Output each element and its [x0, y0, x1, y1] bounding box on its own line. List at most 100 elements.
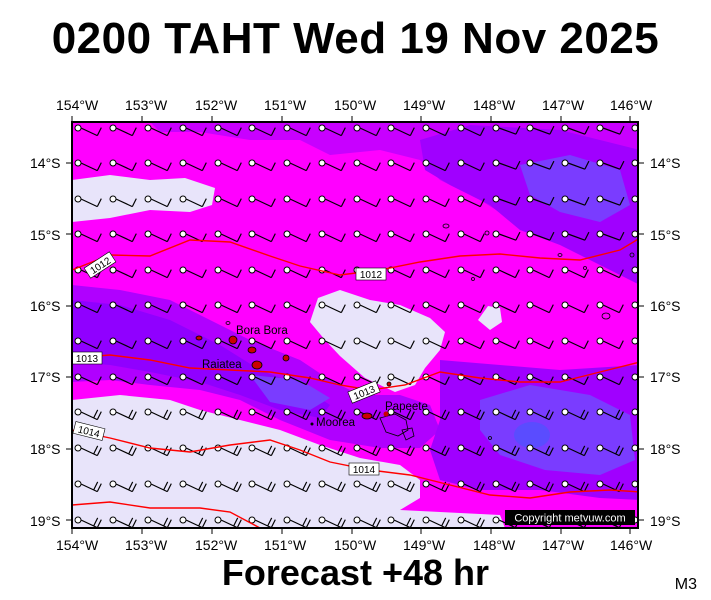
wind-barb — [214, 195, 242, 208]
wind-barb — [492, 480, 520, 493]
wind-barb — [422, 301, 450, 314]
wind-barb — [248, 230, 276, 243]
wind-barb — [353, 124, 381, 137]
wind-barb — [422, 159, 450, 172]
wind-barb — [492, 301, 520, 314]
lon-label-bottom-8: 146°W — [610, 537, 653, 553]
lon-label-top-3: 151°W — [264, 97, 307, 113]
wind-barb — [144, 480, 172, 493]
wind-barb — [283, 124, 311, 137]
wind-barb — [526, 373, 554, 386]
wind-barb — [179, 516, 207, 528]
wind-barb — [596, 444, 624, 457]
wind-barb — [526, 159, 555, 170]
field-light-nw — [72, 175, 215, 222]
place-raiatea: Raiatea — [202, 359, 242, 371]
wind-barb — [109, 230, 137, 243]
wind-barb — [596, 159, 625, 170]
wind-barb — [457, 124, 485, 137]
island-huahine — [282, 354, 290, 362]
wind-barb — [526, 124, 555, 135]
wind-barb — [179, 124, 207, 137]
lon-label-bottom-6: 148°W — [473, 537, 516, 553]
wind-barb — [318, 159, 346, 172]
wind-barb — [492, 195, 521, 206]
wind-barb — [214, 337, 242, 350]
wind-barb — [214, 230, 242, 243]
papeete-dot — [383, 411, 389, 417]
lat-label-right-0: 14°S — [650, 155, 681, 171]
wind-barb — [631, 301, 638, 309]
wind-barb — [596, 230, 625, 241]
field-light-center — [310, 290, 445, 392]
wind-barb — [457, 408, 485, 421]
wind-barb — [526, 195, 555, 206]
wind-barb — [248, 124, 276, 137]
wind-barb — [74, 408, 102, 421]
wind-barb — [214, 408, 242, 421]
wind-barb — [179, 195, 207, 208]
wind-barb — [596, 124, 625, 135]
field-blue-ne — [520, 155, 630, 222]
wind-barb — [422, 195, 450, 208]
wind-barb — [457, 516, 485, 528]
wind-barb — [283, 195, 311, 208]
wind-barb — [74, 301, 102, 314]
wind-barb — [283, 337, 311, 350]
wind-barb — [214, 480, 242, 493]
wind-barb — [248, 480, 276, 493]
wind-barb — [387, 230, 415, 243]
wind-barb — [318, 301, 346, 314]
wind-barb — [353, 337, 381, 350]
wind-barb — [248, 337, 276, 350]
wind-barb — [492, 337, 520, 350]
lon-label-bottom-0: 154°W — [56, 537, 99, 553]
wind-barb — [422, 408, 450, 421]
wind-barb — [631, 230, 638, 238]
wind-barb — [457, 444, 485, 457]
wind-barb — [248, 516, 276, 528]
wind-barb — [109, 373, 137, 386]
wind-barb — [631, 159, 638, 167]
wind-barb — [144, 159, 172, 172]
wind-barb — [457, 266, 485, 279]
copyright-box — [505, 510, 635, 525]
wind-barb — [596, 266, 624, 279]
wind-barb — [318, 230, 346, 243]
wind-barb — [631, 124, 638, 132]
lat-label-right-2: 16°S — [650, 298, 681, 314]
lon-label-bottom-4: 150°W — [334, 537, 377, 553]
wind-barb — [318, 444, 346, 457]
wind-barb — [353, 230, 381, 243]
wind-barb — [526, 480, 554, 493]
wind-barb — [248, 444, 276, 457]
wind-barb — [596, 408, 624, 421]
wind-barb — [526, 337, 554, 350]
wind-barb — [74, 480, 102, 493]
lat-label-right-1: 15°S — [650, 227, 681, 243]
wind-barb — [179, 266, 207, 279]
wind-barb — [248, 159, 276, 172]
lon-label-bottom-5: 149°W — [403, 537, 446, 553]
lat-label-left-3: 17°S — [30, 369, 61, 385]
wind-barb — [179, 408, 207, 421]
wind-barb — [109, 480, 137, 493]
island-bora-bora — [228, 335, 238, 345]
wind-barb — [144, 266, 172, 279]
wind-barb — [561, 337, 589, 350]
wind-barb — [526, 408, 554, 421]
wind-barb — [561, 124, 590, 135]
wind-barb — [74, 195, 102, 208]
place-papeete: Papeete — [385, 401, 428, 413]
wind-barb — [387, 408, 415, 421]
wind-barb — [109, 444, 137, 457]
field-blue-core — [514, 422, 550, 448]
island-raiatea — [251, 360, 263, 370]
wind-barb — [631, 337, 638, 345]
wind-barb — [74, 159, 102, 172]
lon-label-top-1: 153°W — [125, 97, 168, 113]
wind-barb — [74, 230, 102, 243]
field-light-south — [72, 395, 505, 528]
wind-barb — [526, 266, 554, 279]
wind-barb — [144, 516, 172, 528]
